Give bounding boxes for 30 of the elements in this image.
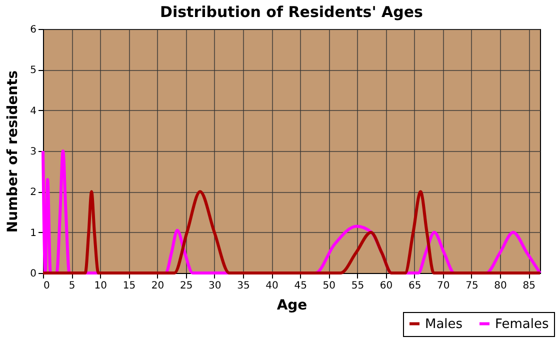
x-tick-label: 70 <box>437 280 450 292</box>
x-tick-label: 25 <box>180 280 193 292</box>
y-tick-label: 3 <box>30 146 36 158</box>
y-tick-label: 6 <box>30 24 36 36</box>
x-tick-label: 45 <box>294 280 307 292</box>
x-axis-title: Age <box>276 298 308 314</box>
x-tick-label: 55 <box>351 280 364 292</box>
x-tick-label: 50 <box>322 280 336 292</box>
y-tick-label: 1 <box>30 228 36 239</box>
x-tick-label: 20 <box>151 280 164 292</box>
x-tick-label: 60 <box>380 280 393 292</box>
y-tick-label: 0 <box>30 268 36 280</box>
x-tick-label: 35 <box>237 280 250 292</box>
x-tick-label: 75 <box>466 280 478 292</box>
x-tick-label: 15 <box>122 280 136 292</box>
y-tick-label: 2 <box>30 187 36 198</box>
legend-label: Females <box>495 316 550 332</box>
x-tick-label: 40 <box>266 280 278 292</box>
y-tick-label: 4 <box>30 106 36 117</box>
legend-label: Males <box>425 316 463 332</box>
x-tick-label: 0 <box>44 280 50 292</box>
chart-title: Distribution of Residents' Ages <box>160 3 424 21</box>
x-tick-label: 80 <box>494 280 507 292</box>
y-axis-title: Number of residents <box>5 70 22 233</box>
x-tick-label: 10 <box>94 280 107 292</box>
x-tick-label: 85 <box>522 280 536 292</box>
x-tick-label: 5 <box>68 280 76 292</box>
x-tick-label: 65 <box>408 280 422 292</box>
x-tick-label: 30 <box>208 280 222 292</box>
y-tick-label: 5 <box>30 65 36 76</box>
